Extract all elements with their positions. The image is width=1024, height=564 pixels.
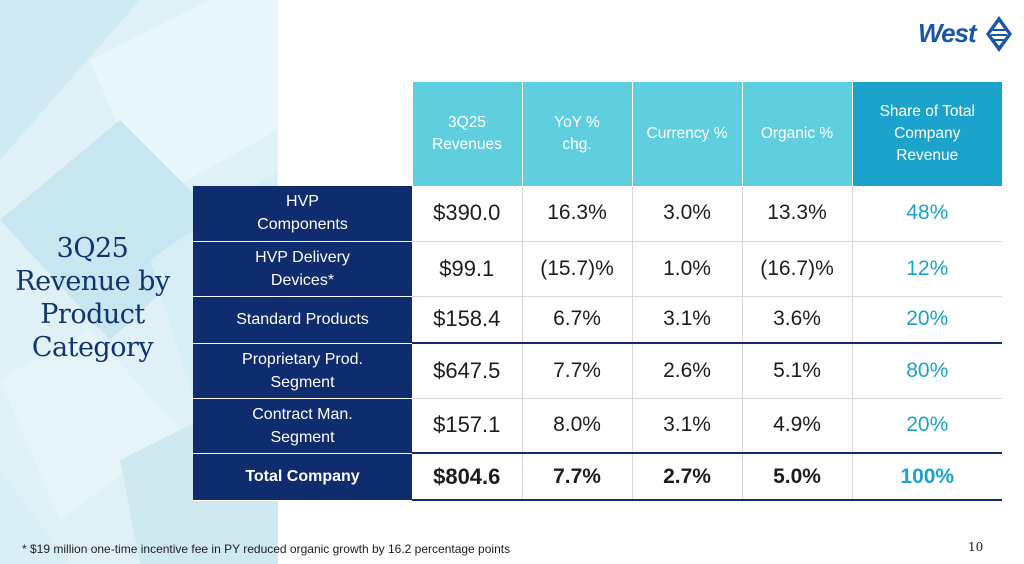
cell-yoy: 7.7% xyxy=(521,453,632,501)
header-currency: Currency % xyxy=(631,82,742,186)
header-share-of-total: Share of Total Company Revenue xyxy=(851,82,1002,186)
diamond-logo-icon xyxy=(986,16,1012,52)
table-row: Contract Man. Segment $157.1 8.0% 3.1% 4… xyxy=(193,398,1002,454)
cell-currency: 3.1% xyxy=(631,398,742,454)
cell-revenue: $99.1 xyxy=(412,241,522,297)
cell-organic: 4.9% xyxy=(741,398,852,454)
cell-share: 20% xyxy=(851,398,1002,454)
header-yoy-chg: YoY % chg. xyxy=(521,82,632,186)
cell-organic: 5.0% xyxy=(741,453,852,501)
cell-share: 80% xyxy=(851,343,1002,399)
cell-currency: 3.0% xyxy=(631,186,742,242)
cell-currency: 2.6% xyxy=(631,343,742,399)
logo-wordmark: West xyxy=(918,18,977,48)
cell-revenue: $390.0 xyxy=(412,186,522,242)
row-label-standard-products: Standard Products xyxy=(193,296,412,344)
cell-currency: 2.7% xyxy=(631,453,742,501)
table-corner xyxy=(193,82,412,186)
cell-organic: 13.3% xyxy=(741,186,852,242)
company-logo: West xyxy=(918,14,1014,54)
cell-yoy: 8.0% xyxy=(521,398,632,454)
table-row: HVP Delivery Devices* $99.1 (15.7)% 1.0%… xyxy=(193,241,1002,297)
revenue-table: 3Q25 Revenues YoY % chg. Currency % Orga… xyxy=(193,82,1002,501)
cell-share: 12% xyxy=(851,241,1002,297)
cell-revenue: $157.1 xyxy=(412,398,522,454)
row-label-hvp-delivery-devices: HVP Delivery Devices* xyxy=(193,241,412,297)
page-number: 10 xyxy=(968,540,984,554)
row-label-proprietary-segment: Proprietary Prod. Segment xyxy=(193,343,412,399)
cell-share: 100% xyxy=(851,453,1002,501)
table-header-row: 3Q25 Revenues YoY % chg. Currency % Orga… xyxy=(193,82,1002,186)
cell-revenue: $647.5 xyxy=(412,343,522,399)
cell-yoy: 6.7% xyxy=(521,296,632,344)
row-label-total-company: Total Company xyxy=(193,453,412,501)
cell-yoy: 7.7% xyxy=(521,343,632,399)
row-label-contract-segment: Contract Man. Segment xyxy=(193,398,412,454)
header-3q25-revenues: 3Q25 Revenues xyxy=(411,82,522,186)
table-row-total: Total Company $804.6 7.7% 2.7% 5.0% 100% xyxy=(193,453,1002,501)
cell-organic: (16.7)% xyxy=(741,241,852,297)
header-organic: Organic % xyxy=(741,82,852,186)
cell-currency: 1.0% xyxy=(631,241,742,297)
footnote: * $19 million one-time incentive fee in … xyxy=(22,542,511,556)
cell-organic: 3.6% xyxy=(741,296,852,344)
table-row: Standard Products $158.4 6.7% 3.1% 3.6% … xyxy=(193,296,1002,344)
cell-share: 20% xyxy=(851,296,1002,344)
cell-share: 48% xyxy=(851,186,1002,242)
table-row: Proprietary Prod. Segment $647.5 7.7% 2.… xyxy=(193,343,1002,399)
page-title: 3Q25 Revenue by Product Category xyxy=(15,233,170,363)
cell-revenue: $158.4 xyxy=(412,296,522,344)
table-row: HVP Components $390.0 16.3% 3.0% 13.3% 4… xyxy=(193,186,1002,242)
cell-organic: 5.1% xyxy=(741,343,852,399)
cell-currency: 3.1% xyxy=(631,296,742,344)
cell-revenue: $804.6 xyxy=(412,453,522,501)
row-label-hvp-components: HVP Components xyxy=(193,186,412,242)
cell-yoy: (15.7)% xyxy=(521,241,632,297)
cell-yoy: 16.3% xyxy=(521,186,632,242)
